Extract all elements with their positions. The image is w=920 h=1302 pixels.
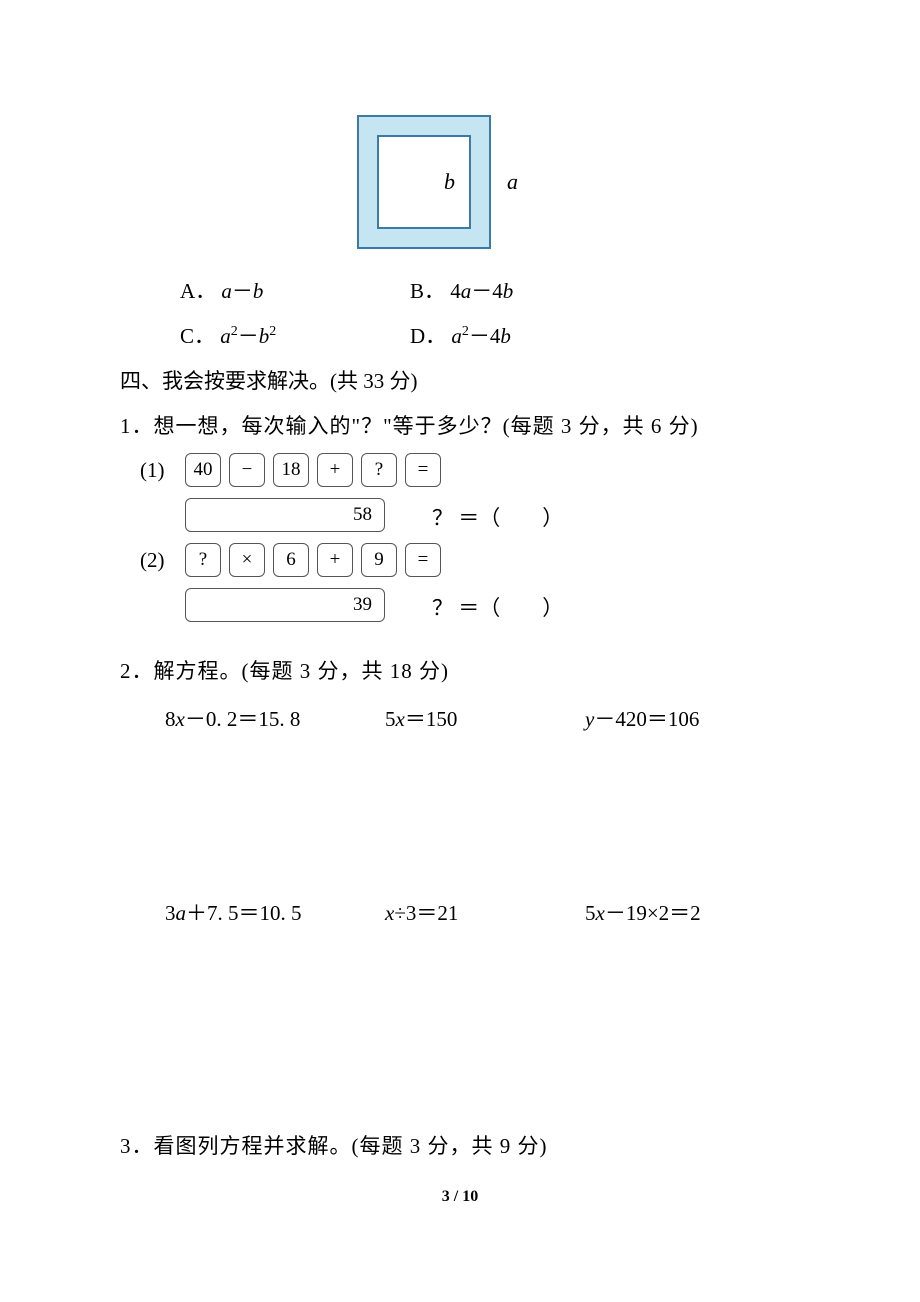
calc2-box-1: ? [185, 543, 221, 577]
option-d: D． a2－4b [410, 320, 640, 350]
outer-square: b a [357, 115, 491, 249]
option-b-var1: a [461, 279, 472, 303]
calc-2-row: ? × 6 + 9 = [185, 543, 441, 577]
eq12-var: x [396, 707, 405, 731]
eq21-pre: 3 [165, 901, 176, 925]
equations-row-2: 3a＋7. 5＝10. 5 x÷3＝21 5x－19×2＝2 [165, 897, 805, 927]
eq21-post: ＋7. 5＝10. 5 [186, 901, 302, 925]
calc-1-row: 40 − 18 + ? = [185, 453, 441, 487]
calc1-result: 58 [185, 498, 385, 532]
square-diagram: b a [357, 115, 491, 249]
section-4-heading: 四、我会按要求解决。(共 33 分) [120, 365, 418, 395]
calc2-box-2: × [229, 543, 265, 577]
answer-1: ？ ＝（ ） [432, 502, 563, 532]
eq13-post: －420＝106 [594, 707, 699, 731]
eq11-post: －0. 2＝15. 8 [185, 707, 301, 731]
eq12-pre: 5 [385, 707, 396, 731]
eq23-post: －19×2＝2 [605, 901, 701, 925]
option-d-sup: 2 [462, 324, 469, 339]
equations-row-1: 8x－0. 2＝15. 8 5x＝150 y－420＝106 [165, 703, 805, 733]
option-c-op: － [238, 324, 259, 348]
option-d-prefix: D． [410, 324, 446, 348]
eq13-var: y [585, 707, 594, 731]
question-2: 2．解方程。(每题 3 分，共 18 分) [120, 655, 449, 685]
options-row-2: C． a2－b2 D． a2－4b [180, 320, 640, 350]
option-a-var2: b [253, 279, 264, 303]
option-a: A． a－b [180, 275, 410, 305]
option-a-prefix: A． [180, 279, 216, 303]
option-b-prefix: B． [410, 279, 445, 303]
calc1-box-4: + [317, 453, 353, 487]
sub-2-label: (2) [140, 548, 165, 573]
calc1-box-5: ? [361, 453, 397, 487]
calc2-result: 39 [185, 588, 385, 622]
calc2-box-6: = [405, 543, 441, 577]
option-b-op: －4 [471, 279, 503, 303]
calc-2-result-row: 39 [185, 588, 385, 622]
calc-1-result-row: 58 [185, 498, 385, 532]
eq11-pre: 8 [165, 707, 176, 731]
page-number: 3 / 10 [0, 1188, 920, 1206]
option-c-prefix: C． [180, 324, 215, 348]
option-c-var1: a [220, 324, 231, 348]
question-3: 3．看图列方程并求解。(每题 3 分，共 9 分) [120, 1130, 548, 1160]
eq-1-3: y－420＝106 [585, 703, 805, 733]
eq23-pre: 5 [585, 901, 596, 925]
option-c: C． a2－b2 [180, 320, 410, 350]
eq-2-2: x÷3＝21 [385, 897, 585, 927]
eq11-var: x [176, 707, 185, 731]
calc2-box-5: 9 [361, 543, 397, 577]
calc1-box-2: − [229, 453, 265, 487]
calc1-box-1: 40 [185, 453, 221, 487]
option-d-op: －4 [469, 324, 501, 348]
eq22-post: ÷3＝21 [394, 901, 458, 925]
calc2-box-4: + [317, 543, 353, 577]
answer-2: ？ ＝（ ） [432, 592, 563, 622]
calc2-box-3: 6 [273, 543, 309, 577]
question-1: 1．想一想，每次输入的"？"等于多少？(每题 3 分，共 6 分) [120, 410, 699, 440]
eq-2-3: 5x－19×2＝2 [585, 897, 805, 927]
sub-1-label: (1) [140, 458, 165, 483]
option-b-var2: b [503, 279, 514, 303]
eq22-var: x [385, 901, 394, 925]
eq23-var: x [596, 901, 605, 925]
eq21-var: a [176, 901, 187, 925]
option-c-var2: b [259, 324, 270, 348]
inner-square [377, 135, 471, 229]
calc1-box-6: = [405, 453, 441, 487]
option-c-sup1: 2 [231, 324, 238, 339]
calc1-box-3: 18 [273, 453, 309, 487]
eq-1-1: 8x－0. 2＝15. 8 [165, 703, 385, 733]
options-row-1: A． a－b B． 4a－4b [180, 275, 640, 305]
eq-2-1: 3a＋7. 5＝10. 5 [165, 897, 385, 927]
label-b: b [444, 169, 455, 195]
eq12-post: ＝150 [405, 707, 458, 731]
option-b: B． 4a－4b [410, 275, 640, 305]
label-a: a [507, 169, 518, 195]
option-c-sup2: 2 [269, 324, 276, 339]
eq-1-2: 5x＝150 [385, 703, 585, 733]
option-b-c1: 4 [450, 279, 461, 303]
option-a-var1: a [221, 279, 232, 303]
option-d-var1: a [451, 324, 462, 348]
option-a-op: － [232, 279, 253, 303]
option-d-var2: b [500, 324, 511, 348]
